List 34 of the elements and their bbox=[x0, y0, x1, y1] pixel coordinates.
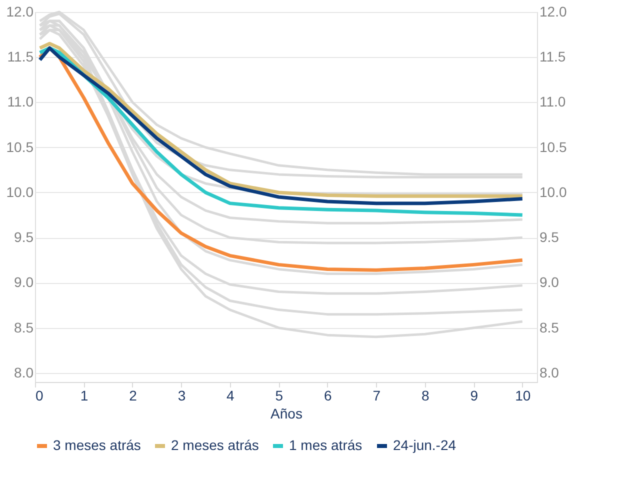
y-tick-label: 8.0 bbox=[14, 364, 34, 380]
y-tick-label: 12.0 bbox=[6, 4, 34, 20]
y2-tick-label: 8.5 bbox=[540, 319, 560, 336]
y2-tick-label: 12.0 bbox=[540, 4, 567, 20]
y-tick-label: 9.0 bbox=[14, 274, 34, 290]
x-tick-label: 3 bbox=[178, 388, 186, 404]
x-tick-label: 10 bbox=[515, 388, 531, 404]
x-tick-label: 9 bbox=[470, 388, 478, 404]
y2-tick-label: 11.5 bbox=[540, 48, 566, 65]
y2-tick-label: 9.5 bbox=[540, 229, 560, 246]
y2-tick-label: 9.0 bbox=[540, 274, 560, 290]
y-tick-label: 9.5 bbox=[14, 229, 34, 246]
legend-label: 1 mes atrás bbox=[289, 437, 362, 453]
y-tick-label: 10.5 bbox=[6, 138, 34, 155]
y-tick-label: 10.0 bbox=[6, 184, 34, 200]
legend-label: 24-jun.-24 bbox=[393, 437, 456, 453]
legend-label: 3 meses atrás bbox=[53, 437, 141, 453]
y2-tick-label: 10.0 bbox=[540, 184, 567, 200]
x-tick-label: 5 bbox=[275, 388, 284, 404]
x-tick-label: 0 bbox=[36, 388, 44, 404]
x-tick-label: 7 bbox=[372, 388, 381, 404]
y-tick-label: 8.5 bbox=[14, 319, 34, 336]
x-tick-label: 4 bbox=[226, 388, 235, 404]
x-tick-label: 6 bbox=[324, 388, 332, 404]
x-tick-label: 2 bbox=[129, 388, 138, 404]
y-tick-label: 11.5 bbox=[7, 48, 34, 65]
x-tick-label: 8 bbox=[422, 388, 430, 404]
y2-tick-label: 8.0 bbox=[540, 364, 560, 380]
y-tick-label: 11.0 bbox=[7, 94, 34, 110]
x-tick-label: 1 bbox=[80, 388, 88, 404]
x-axis-title: Años bbox=[270, 406, 302, 422]
legend-label: 2 meses atrás bbox=[171, 437, 259, 453]
y2-tick-label: 11.0 bbox=[540, 94, 566, 110]
y2-tick-label: 10.5 bbox=[540, 138, 567, 155]
